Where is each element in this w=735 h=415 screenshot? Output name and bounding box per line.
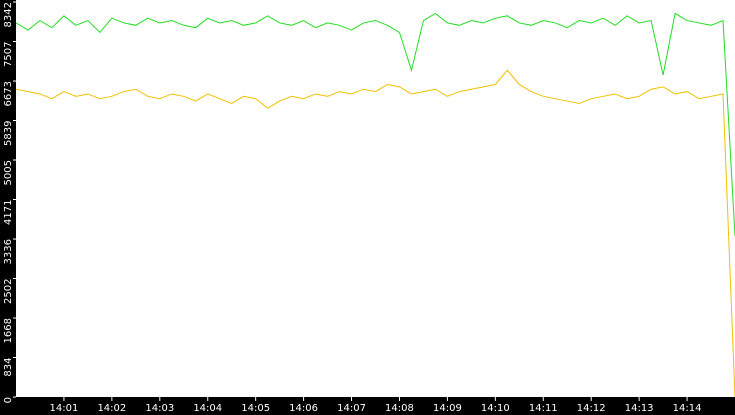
y-tick-label: 6673 [3, 81, 14, 106]
x-tick-label: 14:05 [241, 403, 270, 414]
x-tick-label: 14:14 [673, 403, 702, 414]
y-tick-label: 0 [3, 397, 14, 403]
x-tick-label: 14:13 [625, 403, 654, 414]
x-tick-label: 14:01 [50, 403, 79, 414]
y-tick-label: 5839 [3, 121, 14, 146]
y-axis-strip [0, 0, 16, 415]
x-axis-strip [0, 397, 735, 415]
x-tick-label: 14:02 [97, 403, 126, 414]
x-tick-label: 14:04 [193, 403, 222, 414]
series-line [15, 69, 735, 398]
y-tick-label: 7507 [3, 42, 14, 67]
y-tick-label: 8342 [3, 2, 14, 27]
x-tick-label: 14:08 [385, 403, 414, 414]
x-tick-label: 14:10 [481, 403, 510, 414]
y-tick-label: 2502 [3, 279, 14, 304]
series-line [15, 12, 735, 237]
x-tick-label: 14:09 [433, 403, 462, 414]
y-tick-label: 3336 [3, 239, 14, 264]
y-tick-label: 1668 [3, 318, 14, 343]
x-tick-label: 14:12 [577, 403, 606, 414]
x-tick-label: 14:03 [145, 403, 174, 414]
y-tick-label: 5005 [3, 160, 14, 185]
x-tick-label: 14:07 [337, 403, 366, 414]
x-tick-label: 14:11 [529, 403, 558, 414]
x-tick-label: 14:06 [289, 403, 318, 414]
y-tick-label: 834 [3, 358, 14, 377]
y-tick-label: 4171 [3, 200, 14, 225]
